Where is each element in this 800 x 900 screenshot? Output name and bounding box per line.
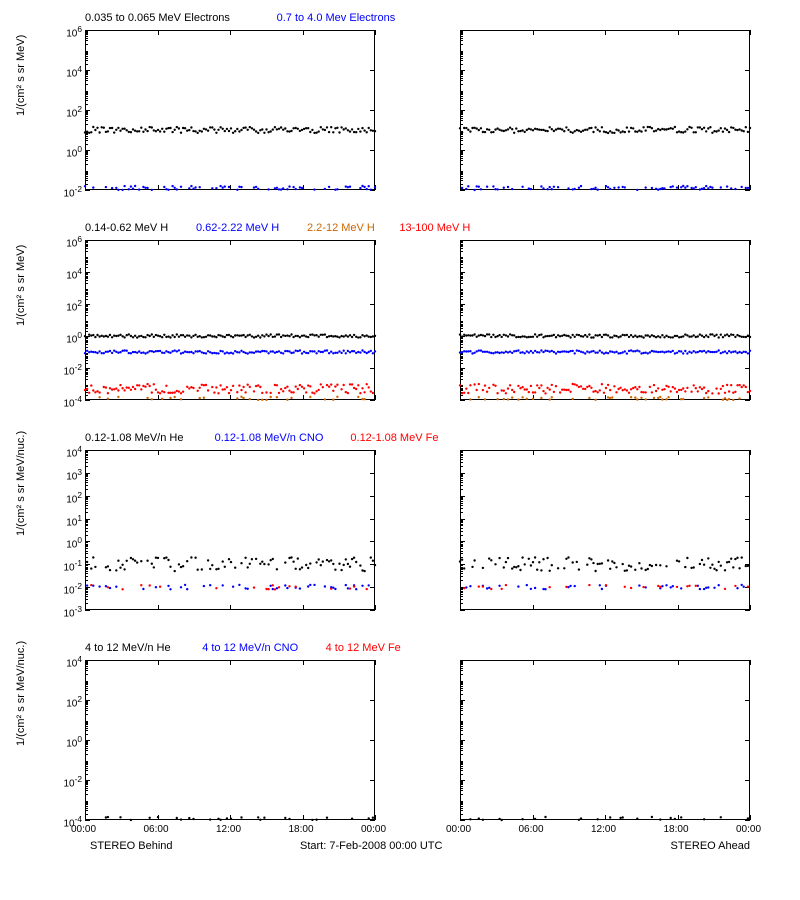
y-tick-label: 104: [66, 266, 82, 281]
legend-item: 2.2-12 MeV H: [307, 222, 375, 234]
y-tick-label: 103: [66, 467, 82, 482]
legend-item: 0.035 to 0.065 MeV Electrons: [85, 12, 230, 24]
plot-area: [85, 240, 375, 400]
y-tick-label: 100: [66, 535, 82, 550]
y-tick-label: 10-4: [63, 394, 82, 409]
plot-area: [460, 30, 750, 190]
start-time-label: Start: 7-Feb-2008 00:00 UTC: [300, 840, 442, 852]
x-tick-label: 12:00: [591, 824, 616, 835]
legend-item: 0.12-1.08 MeV/n He: [85, 432, 183, 444]
legend-item: 0.12-1.08 MeV Fe: [350, 432, 438, 444]
x-tick-label: 00:00: [361, 824, 386, 835]
y-tick-label: 102: [66, 694, 82, 709]
y-tick-label: 104: [66, 654, 82, 669]
x-tick-label: 00:00: [446, 824, 471, 835]
y-tick-label: 101: [66, 513, 82, 528]
y-tick-label: 10-2: [63, 184, 82, 199]
y-tick-label: 102: [66, 490, 82, 505]
legend-item: 13-100 MeV H: [399, 222, 470, 234]
plot-area: [85, 30, 375, 190]
y-tick-label: 100: [66, 734, 82, 749]
y-tick-label: 106: [66, 24, 82, 39]
y-axis-label: 1/(cm² s sr MeV): [15, 314, 27, 326]
legend-item: 0.14-0.62 MeV H: [85, 222, 168, 234]
y-tick-label: 106: [66, 234, 82, 249]
y-tick-label: 104: [66, 444, 82, 459]
y-axis-label: 1/(cm² s sr MeV): [15, 104, 27, 116]
x-tick-label: 12:00: [216, 824, 241, 835]
legend-item: 4 to 12 MeV Fe: [326, 642, 401, 654]
plot-area: [460, 450, 750, 610]
plot-area: [460, 240, 750, 400]
y-axis-label: 1/(cm² s sr MeV/nuc.): [15, 734, 27, 746]
legend-item: 4 to 12 MeV/n CNO: [202, 642, 298, 654]
figure: 0.035 to 0.065 MeV Electrons 0.7 to 4.0 M…: [0, 0, 800, 900]
x-tick-label: 00:00: [736, 824, 761, 835]
y-tick-label: 10-2: [63, 774, 82, 789]
y-tick-label: 10-2: [63, 581, 82, 596]
legend-item: 0.62-2.22 MeV H: [196, 222, 279, 234]
y-tick-label: 10-2: [63, 362, 82, 377]
y-tick-label: 102: [66, 298, 82, 313]
x-tick-label: 18:00: [664, 824, 689, 835]
y-tick-label: 10-3: [63, 604, 82, 619]
y-tick-label: 104: [66, 64, 82, 79]
y-tick-label: 100: [66, 144, 82, 159]
y-tick-label: 100: [66, 330, 82, 345]
y-tick-label: 102: [66, 104, 82, 119]
plot-area: [85, 450, 375, 610]
plot-area: [85, 660, 375, 820]
x-tick-label: 06:00: [144, 824, 169, 835]
legend-item: 0.7 to 4.0 Mev Electrons: [277, 12, 396, 24]
column-label-right: STEREO Ahead: [671, 840, 751, 852]
plot-area: [460, 660, 750, 820]
legend-item: 0.12-1.08 MeV/n CNO: [215, 432, 324, 444]
legend-item: 4 to 12 MeV/n He: [85, 642, 171, 654]
x-tick-label: 00:00: [71, 824, 96, 835]
column-label-left: STEREO Behind: [90, 840, 173, 852]
y-axis-label: 1/(cm² s sr MeV/nuc.): [15, 524, 27, 536]
y-tick-label: 10-1: [63, 558, 82, 573]
x-tick-label: 06:00: [519, 824, 544, 835]
x-tick-label: 18:00: [289, 824, 314, 835]
